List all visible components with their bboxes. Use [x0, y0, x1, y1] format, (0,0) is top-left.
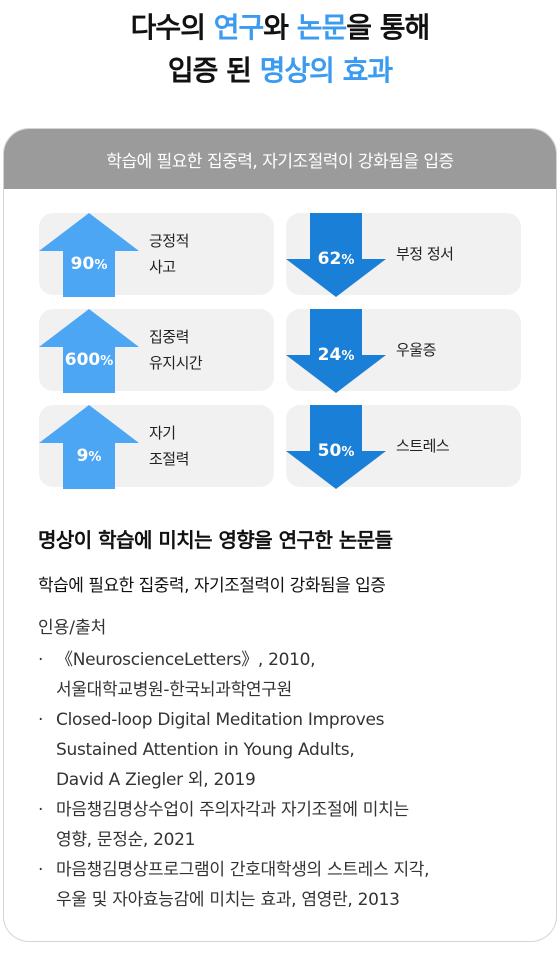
section-title: 명상이 학습에 미치는 영향을 연구한 논문들	[38, 528, 393, 552]
headline-text: 입증 된	[167, 54, 260, 87]
stat-label: 스트레스	[396, 437, 450, 455]
headline-highlight: 연구	[213, 11, 265, 44]
headline-text: 을 통해	[346, 11, 430, 44]
up-arrow-icon: 9%	[39, 405, 139, 489]
section-subtitle: 학습에 필요한 집중력, 자기조절력이 강화됨을 입증	[38, 576, 386, 596]
citation-item: 마음챙김명상프로그램이 간호대학생의 스트레스 지각, 우울 및 자아효능감에 …	[38, 855, 538, 915]
citation-item: 《NeuroscienceLetters》, 2010, 서울대학교병원-한국뇌…	[38, 645, 538, 705]
stat-value: 9%	[76, 446, 102, 466]
citation-item: Closed-loop Digital Meditation Improves …	[38, 705, 538, 795]
up-arrow-icon: 600%	[39, 309, 139, 393]
up-arrow-icon: 90%	[39, 213, 139, 297]
headline-text: 와	[263, 11, 297, 44]
evidence-card: 학습에 필요한 집중력, 자기조절력이 강화됨을 입증 긍정적 사고 90% 부정…	[3, 128, 557, 942]
stat-label: 집중력 유지시간	[149, 328, 203, 372]
headline-highlight: 논문	[296, 11, 348, 44]
stat-label: 부정 정서	[396, 245, 454, 263]
card-header: 학습에 필요한 집중력, 자기조절력이 강화됨을 입증	[4, 129, 556, 189]
stat-value: 24%	[317, 345, 355, 365]
citation-list: 《NeuroscienceLetters》, 2010, 서울대학교병원-한국뇌…	[38, 645, 538, 915]
headline: 다수의 연구와 논문을 통해 입증 된 명상의 효과	[0, 6, 560, 92]
citation-item: 마음챙김명상수업이 주의자각과 자기조절에 미치는 영향, 문정순, 2021	[38, 795, 538, 855]
citation-heading: 인용/출처	[38, 618, 107, 638]
down-arrow-icon: 50%	[286, 405, 386, 489]
stat-label: 자기 조절력	[149, 424, 189, 468]
headline-line-2: 입증 된 명상의 효과	[0, 49, 560, 92]
stat-value: 62%	[317, 249, 355, 269]
headline-highlight: 명상의 효과	[259, 54, 394, 87]
stat-value: 600%	[64, 350, 114, 370]
down-arrow-icon: 24%	[286, 309, 386, 393]
stat-value: 50%	[317, 441, 355, 461]
stat-label: 우울증	[396, 341, 436, 359]
stat-value: 90%	[70, 254, 108, 274]
headline-text: 다수의	[130, 11, 214, 44]
headline-line-1: 다수의 연구와 논문을 통해	[0, 6, 560, 49]
down-arrow-icon: 62%	[286, 213, 386, 297]
stat-label: 긍정적 사고	[149, 232, 189, 276]
